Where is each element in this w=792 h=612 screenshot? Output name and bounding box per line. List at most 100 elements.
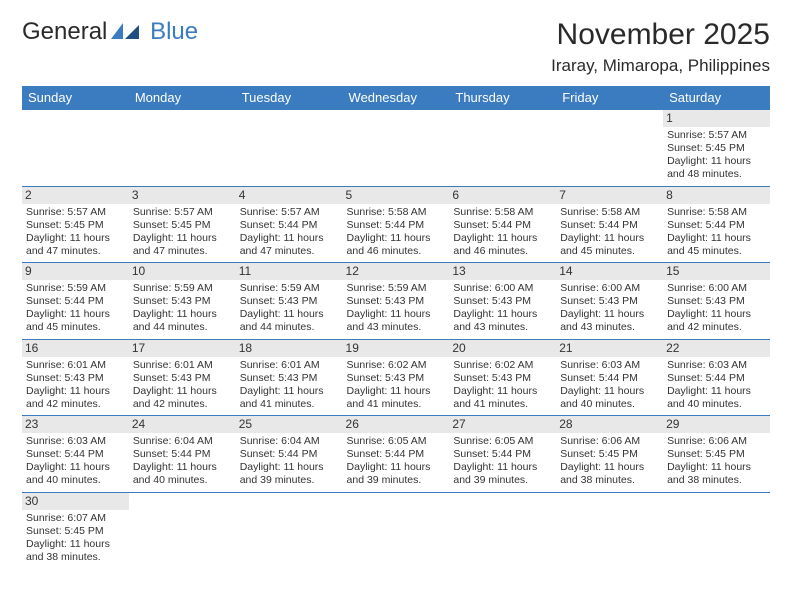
day-number: 4 (236, 187, 343, 204)
calendar-cell: 30Sunrise: 6:07 AMSunset: 5:45 PMDayligh… (22, 492, 129, 568)
sunset-line: Sunset: 5:44 PM (240, 219, 339, 232)
daylight-line: Daylight: 11 hours and 46 minutes. (347, 232, 446, 258)
calendar-cell (556, 492, 663, 568)
sunrise-line: Sunrise: 6:05 AM (453, 435, 552, 448)
daylight-line: Daylight: 11 hours and 40 minutes. (667, 385, 766, 411)
sunset-line: Sunset: 5:44 PM (240, 448, 339, 461)
calendar-cell: 11Sunrise: 5:59 AMSunset: 5:43 PMDayligh… (236, 263, 343, 340)
calendar-row: 23Sunrise: 6:03 AMSunset: 5:44 PMDayligh… (22, 416, 770, 493)
day-number: 30 (22, 493, 129, 510)
sunset-line: Sunset: 5:43 PM (240, 372, 339, 385)
sunrise-line: Sunrise: 6:00 AM (667, 282, 766, 295)
sunset-line: Sunset: 5:44 PM (667, 219, 766, 232)
sunset-line: Sunset: 5:43 PM (240, 295, 339, 308)
sunrise-line: Sunrise: 5:57 AM (26, 206, 125, 219)
sunrise-line: Sunrise: 6:06 AM (667, 435, 766, 448)
daylight-line: Daylight: 11 hours and 39 minutes. (347, 461, 446, 487)
title-block: November 2025 Iraray, Mimaropa, Philippi… (551, 18, 770, 76)
day-number: 19 (343, 340, 450, 357)
day-number: 29 (663, 416, 770, 433)
sunset-line: Sunset: 5:43 PM (560, 295, 659, 308)
weekday-header: Monday (129, 86, 236, 110)
sunset-line: Sunset: 5:44 PM (347, 448, 446, 461)
day-number: 6 (449, 187, 556, 204)
day-number: 8 (663, 187, 770, 204)
daylight-line: Daylight: 11 hours and 38 minutes. (667, 461, 766, 487)
sunset-line: Sunset: 5:43 PM (347, 372, 446, 385)
sunrise-line: Sunrise: 5:57 AM (240, 206, 339, 219)
weekday-header: Thursday (449, 86, 556, 110)
sunrise-line: Sunrise: 5:59 AM (347, 282, 446, 295)
day-number: 1 (663, 110, 770, 127)
sunrise-line: Sunrise: 6:02 AM (347, 359, 446, 372)
sunrise-line: Sunrise: 6:06 AM (560, 435, 659, 448)
location: Iraray, Mimaropa, Philippines (551, 56, 770, 76)
sunrise-line: Sunrise: 5:59 AM (133, 282, 232, 295)
day-number: 27 (449, 416, 556, 433)
calendar-cell (343, 492, 450, 568)
logo-mark: Blue (107, 18, 198, 46)
sunrise-line: Sunrise: 5:58 AM (667, 206, 766, 219)
daylight-line: Daylight: 11 hours and 41 minutes. (240, 385, 339, 411)
calendar-cell: 29 Sunrise: 6:06 AMSunset: 5:45 PMDayligh… (663, 416, 770, 493)
calendar-cell: 25Sunrise: 6:04 AMSunset: 5:44 PMDayligh… (236, 416, 343, 493)
sunset-line: Sunset: 5:45 PM (133, 219, 232, 232)
daylight-line: Daylight: 11 hours and 45 minutes. (560, 232, 659, 258)
sunset-line: Sunset: 5:44 PM (560, 219, 659, 232)
calendar-cell (343, 110, 450, 187)
day-number: 28 (556, 416, 663, 433)
day-number: 16 (22, 340, 129, 357)
calendar-cell: 9Sunrise: 5:59 AMSunset: 5:44 PMDaylight… (22, 263, 129, 340)
calendar-cell (129, 110, 236, 187)
daylight-line: Daylight: 11 hours and 40 minutes. (560, 385, 659, 411)
daylight-line: Daylight: 11 hours and 42 minutes. (26, 385, 125, 411)
daylight-line: Daylight: 11 hours and 39 minutes. (240, 461, 339, 487)
calendar-cell: 22Sunrise: 6:03 AMSunset: 5:44 PMDayligh… (663, 339, 770, 416)
day-number: 24 (129, 416, 236, 433)
sunrise-line: Sunrise: 6:00 AM (453, 282, 552, 295)
daylight-line: Daylight: 11 hours and 47 minutes. (133, 232, 232, 258)
calendar-cell: 13Sunrise: 6:00 AMSunset: 5:43 PMDayligh… (449, 263, 556, 340)
daylight-line: Daylight: 11 hours and 43 minutes. (347, 308, 446, 334)
daylight-line: Daylight: 11 hours and 39 minutes. (453, 461, 552, 487)
daylight-line: Daylight: 11 hours and 42 minutes. (667, 308, 766, 334)
calendar-cell (449, 492, 556, 568)
daylight-line: Daylight: 11 hours and 45 minutes. (26, 308, 125, 334)
sunset-line: Sunset: 5:43 PM (453, 372, 552, 385)
daylight-line: Daylight: 11 hours and 38 minutes. (560, 461, 659, 487)
sunrise-line: Sunrise: 6:04 AM (133, 435, 232, 448)
sunrise-line: Sunrise: 5:59 AM (240, 282, 339, 295)
sunrise-line: Sunrise: 5:58 AM (560, 206, 659, 219)
calendar-cell: 16Sunrise: 6:01 AMSunset: 5:43 PMDayligh… (22, 339, 129, 416)
calendar-cell: 1Sunrise: 5:57 AMSunset: 5:45 PMDaylight… (663, 110, 770, 187)
calendar-cell: 3Sunrise: 5:57 AMSunset: 5:45 PMDaylight… (129, 186, 236, 263)
daylight-line: Daylight: 11 hours and 44 minutes. (133, 308, 232, 334)
calendar-cell (129, 492, 236, 568)
daylight-line: Daylight: 11 hours and 47 minutes. (26, 232, 125, 258)
sunset-line: Sunset: 5:45 PM (560, 448, 659, 461)
day-number: 3 (129, 187, 236, 204)
sail-icon (109, 21, 143, 41)
sunset-line: Sunset: 5:43 PM (133, 372, 232, 385)
sunset-line: Sunset: 5:44 PM (667, 372, 766, 385)
daylight-line: Daylight: 11 hours and 40 minutes. (133, 461, 232, 487)
calendar-cell: 4Sunrise: 5:57 AMSunset: 5:44 PMDaylight… (236, 186, 343, 263)
calendar-cell (449, 110, 556, 187)
sunset-line: Sunset: 5:44 PM (133, 448, 232, 461)
daylight-line: Daylight: 11 hours and 40 minutes. (26, 461, 125, 487)
weekday-header: Friday (556, 86, 663, 110)
daylight-line: Daylight: 11 hours and 42 minutes. (133, 385, 232, 411)
weekday-header-row: SundayMondayTuesdayWednesdayThursdayFrid… (22, 86, 770, 110)
calendar-cell: 2Sunrise: 5:57 AMSunset: 5:45 PMDaylight… (22, 186, 129, 263)
calendar-row: 2Sunrise: 5:57 AMSunset: 5:45 PMDaylight… (22, 186, 770, 263)
calendar-cell: 28 Sunrise: 6:06 AMSunset: 5:45 PMDayligh… (556, 416, 663, 493)
sunset-line: Sunset: 5:45 PM (667, 448, 766, 461)
day-number: 9 (22, 263, 129, 280)
day-number: 26 (343, 416, 450, 433)
sunrise-line: Sunrise: 6:04 AM (240, 435, 339, 448)
sunset-line: Sunset: 5:44 PM (453, 219, 552, 232)
sunset-line: Sunset: 5:44 PM (453, 448, 552, 461)
calendar-cell (236, 492, 343, 568)
sunset-line: Sunset: 5:45 PM (26, 219, 125, 232)
sunset-line: Sunset: 5:44 PM (26, 448, 125, 461)
